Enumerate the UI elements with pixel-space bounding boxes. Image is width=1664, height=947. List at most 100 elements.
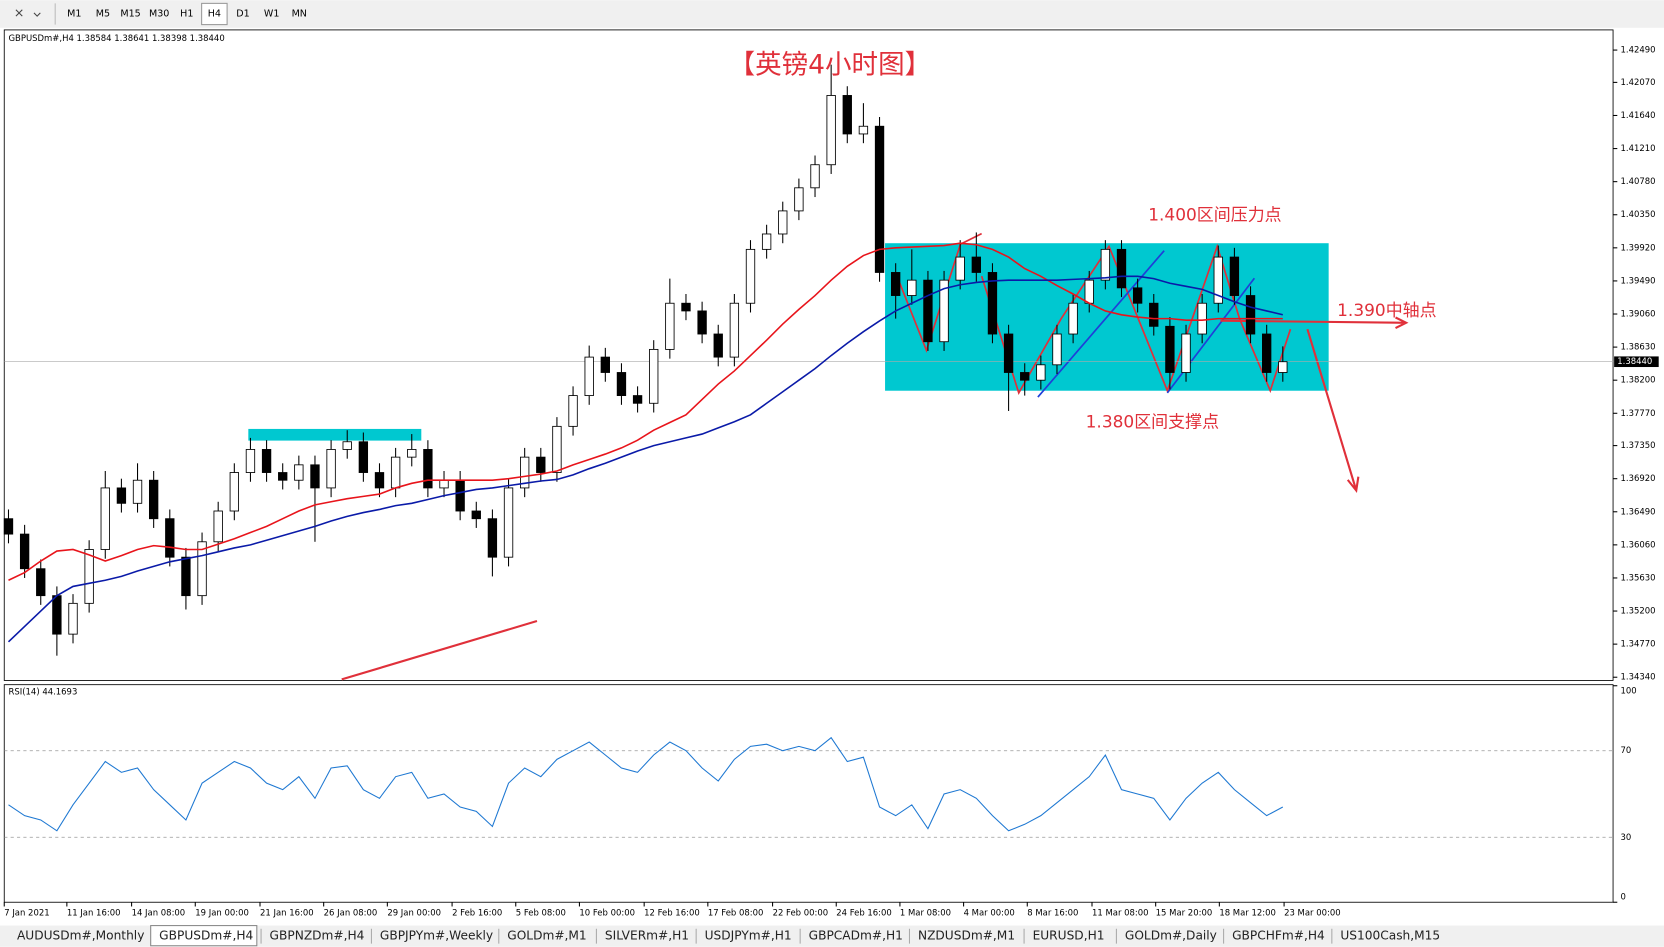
candle-body — [858, 125, 869, 135]
candle-body — [68, 602, 78, 635]
tab[interactable]: GOLDm#,Daily — [1125, 929, 1217, 943]
toolbar-icon[interactable] — [15, 9, 41, 17]
y-tick-label: 1.38200 — [1620, 375, 1655, 385]
candle-body — [1165, 325, 1175, 373]
candle-body — [842, 95, 852, 135]
x-tick-label: 21 Jan 16:00 — [260, 907, 314, 917]
candle-body — [132, 479, 143, 504]
candle-body — [616, 372, 627, 397]
x-tick-label: 17 Feb 08:00 — [708, 907, 764, 917]
y-tick-label: 1.36490 — [1620, 506, 1655, 516]
chart-header: GBPUSDm#,H4 1.38584 1.38641 1.38398 1.38… — [8, 33, 224, 43]
current-price-label: 1.38440 — [1617, 356, 1652, 366]
tab[interactable]: US100Cash,M15 — [1340, 929, 1440, 943]
y-tick-label: 1.37770 — [1620, 408, 1655, 418]
drawing-line — [1166, 277, 1256, 394]
tab[interactable]: USDJPYm#,H1 — [705, 929, 792, 943]
candle-body — [116, 487, 127, 504]
candle-body — [874, 125, 885, 273]
timeframe-button[interactable]: MN — [292, 8, 307, 19]
candle-body — [568, 395, 578, 427]
candle-body — [1181, 333, 1191, 373]
candle-body — [1068, 302, 1078, 335]
y-tick-label: 1.41640 — [1620, 110, 1655, 120]
x-tick-label: 29 Jan 00:00 — [387, 907, 441, 917]
candle-body — [584, 356, 594, 397]
toolbar — [0, 0, 1664, 28]
candle-body — [794, 187, 804, 212]
x-tick-label: 8 Mar 16:00 — [1027, 907, 1078, 917]
candle-body — [1100, 248, 1111, 281]
rsi-tick-label: 30 — [1620, 832, 1631, 842]
tab[interactable]: NZDUSDm#,M1 — [918, 929, 1015, 943]
tab[interactable]: GBPUSDm#,H4 — [159, 929, 253, 943]
candle-body — [600, 356, 610, 373]
candle-body — [681, 302, 691, 312]
candle-body — [100, 487, 110, 550]
candle-body — [423, 449, 433, 489]
y-tick-label: 1.34770 — [1620, 639, 1655, 649]
candle-body — [310, 464, 320, 489]
tab[interactable]: GBPNZDm#,H4 — [270, 929, 365, 943]
annotation: 1.380区间支撑点 — [1086, 413, 1219, 433]
tab[interactable]: EURUSD,H1 — [1033, 929, 1105, 943]
candle-body — [181, 556, 191, 597]
y-tick-label: 1.42490 — [1620, 45, 1655, 55]
y-tick-label: 1.36920 — [1620, 473, 1655, 483]
tab[interactable]: AUDUSDm#,Monthly — [17, 929, 144, 943]
x-tick-label: 4 Mar 00:00 — [964, 907, 1015, 917]
y-tick-label: 1.41210 — [1620, 143, 1655, 153]
candle-body — [1036, 364, 1046, 381]
tab[interactable]: GBPCADm#,H1 — [809, 929, 903, 943]
rsi-panel — [3, 684, 1614, 903]
candle-body — [213, 510, 223, 543]
rsi-tick-label: 100 — [1620, 686, 1636, 696]
tab-selected — [150, 925, 258, 947]
moving-average — [7, 275, 1283, 643]
timeframe-button[interactable]: M30 — [149, 8, 169, 19]
candle-body — [84, 549, 94, 604]
annotation: 1.390中轴点 — [1337, 301, 1437, 321]
timeframe-button[interactable]: M5 — [96, 8, 110, 19]
candle-body — [342, 441, 352, 450]
tab[interactable]: GOLDm#,M1 — [507, 929, 586, 943]
candle-body — [503, 487, 514, 558]
candle-body — [536, 456, 546, 473]
candle-body — [519, 456, 530, 489]
timeframe-button[interactable]: M1 — [67, 8, 81, 19]
candle-body — [455, 479, 465, 512]
x-tick-label: 10 Feb 00:00 — [579, 907, 635, 917]
candle-body — [1197, 302, 1207, 335]
candle-body — [907, 279, 917, 296]
candle-body — [3, 518, 14, 535]
tab[interactable]: GBPCHFm#,H4 — [1232, 929, 1325, 943]
candle-body — [148, 479, 159, 520]
x-tick-label: 12 Feb 16:00 — [644, 907, 700, 917]
candle-body — [165, 518, 175, 558]
timeframe-button[interactable]: H1 — [180, 8, 193, 19]
candle-body — [1052, 333, 1062, 366]
timeframe-button[interactable]: M15 — [120, 8, 140, 19]
timeframe-selected — [201, 2, 228, 26]
candle-body — [891, 272, 901, 296]
x-tick-label: 22 Feb 00:00 — [773, 907, 829, 917]
candle-body — [778, 210, 788, 235]
x-tick-label: 24 Feb 16:00 — [836, 907, 892, 917]
candle-body — [245, 449, 256, 473]
timeframe-button[interactable]: H4 — [208, 8, 221, 19]
candle-body — [826, 95, 836, 166]
candle-body — [649, 348, 659, 404]
x-tick-label: 7 Jan 2021 — [4, 907, 49, 917]
candle-body — [1278, 361, 1288, 373]
tab[interactable]: SILVERm#,H1 — [605, 929, 689, 943]
candle-body — [52, 595, 62, 635]
x-tick-label: 1 Mar 08:00 — [900, 907, 951, 917]
timeframe-button[interactable]: W1 — [264, 8, 280, 19]
y-tick-label: 1.37350 — [1620, 440, 1655, 450]
tab[interactable]: GBPJPYm#,Weekly — [380, 929, 493, 943]
timeframe-button[interactable]: D1 — [236, 8, 249, 19]
y-tick-label: 1.39060 — [1620, 309, 1655, 319]
candle-body — [923, 279, 933, 343]
chart-title: 【英镑4小时图】 — [729, 49, 931, 80]
candle-body — [374, 472, 385, 489]
